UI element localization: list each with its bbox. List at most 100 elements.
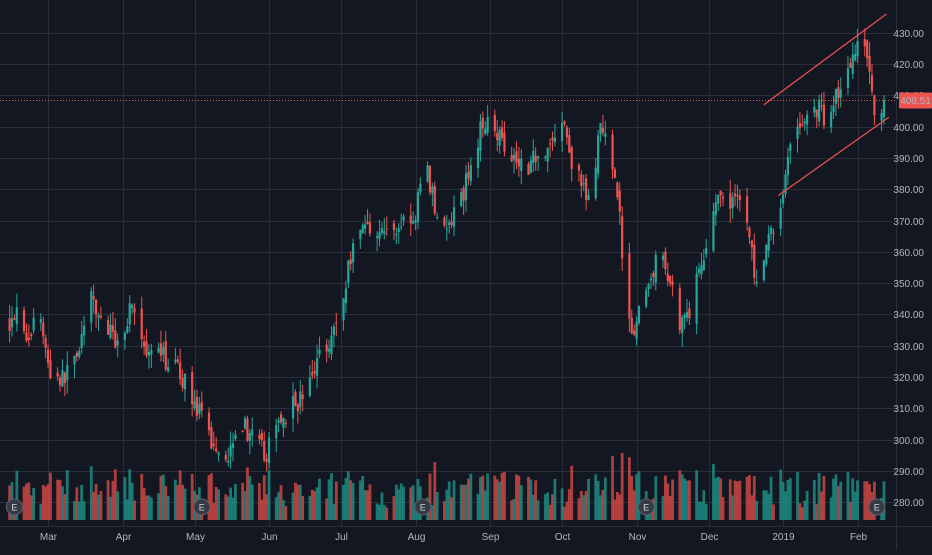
- candle[interactable]: [460, 187, 463, 208]
- candle[interactable]: [452, 195, 456, 237]
- candle[interactable]: [561, 111, 564, 152]
- candle[interactable]: [498, 125, 501, 154]
- candle[interactable]: [330, 326, 333, 361]
- candle[interactable]: [419, 177, 422, 196]
- candle[interactable]: [582, 174, 585, 192]
- candle[interactable]: [866, 39, 869, 68]
- candle[interactable]: [313, 361, 316, 379]
- candle[interactable]: [846, 56, 850, 95]
- candle[interactable]: [30, 332, 33, 341]
- candle[interactable]: [22, 306, 26, 334]
- candle[interactable]: [224, 450, 227, 463]
- candle[interactable]: [851, 42, 854, 79]
- candle[interactable]: [769, 225, 773, 241]
- candle[interactable]: [294, 389, 297, 407]
- candle[interactable]: [750, 239, 753, 261]
- candle[interactable]: [801, 114, 804, 127]
- candle[interactable]: [517, 146, 520, 177]
- candle[interactable]: [301, 385, 304, 412]
- candle[interactable]: [580, 170, 583, 198]
- candle[interactable]: [633, 324, 636, 336]
- candle[interactable]: [813, 98, 816, 118]
- candle[interactable]: [275, 418, 278, 453]
- candle[interactable]: [13, 314, 16, 321]
- candle[interactable]: [484, 121, 487, 136]
- candle[interactable]: [748, 225, 751, 244]
- candle[interactable]: [25, 323, 28, 343]
- candle[interactable]: [58, 375, 62, 392]
- candle[interactable]: [56, 367, 59, 382]
- candle[interactable]: [109, 313, 112, 340]
- candle[interactable]: [347, 259, 350, 289]
- candle[interactable]: [532, 139, 535, 173]
- candle[interactable]: [284, 419, 287, 428]
- candle[interactable]: [628, 242, 631, 333]
- earnings-marker[interactable]: E: [5, 498, 23, 516]
- candle[interactable]: [570, 145, 573, 182]
- candle[interactable]: [873, 94, 876, 126]
- candle[interactable]: [664, 247, 667, 275]
- candle[interactable]: [681, 314, 684, 347]
- candle[interactable]: [46, 344, 50, 369]
- candle[interactable]: [63, 371, 66, 396]
- candle[interactable]: [61, 359, 64, 388]
- candle[interactable]: [327, 339, 331, 359]
- candle[interactable]: [462, 185, 465, 215]
- candle[interactable]: [469, 157, 472, 186]
- candle[interactable]: [702, 249, 705, 272]
- candle[interactable]: [563, 120, 566, 127]
- candle[interactable]: [666, 262, 669, 287]
- candle[interactable]: [565, 125, 569, 145]
- candle[interactable]: [839, 77, 842, 108]
- candle[interactable]: [551, 131, 554, 151]
- candle[interactable]: [433, 181, 436, 216]
- candle[interactable]: [448, 219, 451, 234]
- candle[interactable]: [267, 432, 271, 470]
- candle[interactable]: [426, 161, 429, 184]
- candle[interactable]: [635, 316, 638, 346]
- candle[interactable]: [738, 189, 741, 212]
- candle[interactable]: [712, 202, 715, 253]
- candle[interactable]: [243, 415, 247, 430]
- candle[interactable]: [806, 110, 809, 136]
- candle[interactable]: [515, 141, 518, 170]
- candle[interactable]: [536, 155, 540, 171]
- candle[interactable]: [697, 262, 701, 277]
- candle[interactable]: [784, 169, 787, 198]
- candle[interactable]: [15, 293, 18, 332]
- candle[interactable]: [248, 428, 251, 455]
- candle[interactable]: [123, 330, 127, 350]
- candle[interactable]: [212, 431, 215, 451]
- candle[interactable]: [32, 308, 35, 334]
- candle[interactable]: [27, 324, 30, 347]
- candle[interactable]: [265, 453, 268, 472]
- candle[interactable]: [359, 229, 362, 250]
- candle[interactable]: [548, 138, 552, 158]
- candle[interactable]: [352, 238, 355, 274]
- candle[interactable]: [73, 355, 76, 379]
- candle[interactable]: [150, 343, 153, 368]
- candle[interactable]: [736, 184, 739, 209]
- candle[interactable]: [830, 104, 833, 134]
- candle[interactable]: [661, 251, 665, 268]
- candle[interactable]: [645, 286, 648, 309]
- candle[interactable]: [299, 380, 302, 415]
- candle[interactable]: [721, 192, 725, 207]
- candle[interactable]: [227, 447, 230, 467]
- candle[interactable]: [80, 321, 83, 354]
- candle[interactable]: [378, 219, 381, 247]
- candle[interactable]: [654, 250, 657, 291]
- candle[interactable]: [133, 303, 136, 325]
- candle[interactable]: [467, 162, 470, 186]
- candle[interactable]: [510, 146, 513, 163]
- candle[interactable]: [880, 108, 883, 132]
- candle[interactable]: [685, 299, 689, 323]
- candle[interactable]: [311, 359, 314, 380]
- candle[interactable]: [868, 42, 871, 84]
- candle[interactable]: [229, 431, 232, 469]
- candle[interactable]: [431, 182, 434, 207]
- candle[interactable]: [198, 396, 201, 420]
- candle[interactable]: [246, 415, 249, 443]
- candle[interactable]: [834, 88, 838, 117]
- candle[interactable]: [837, 80, 840, 109]
